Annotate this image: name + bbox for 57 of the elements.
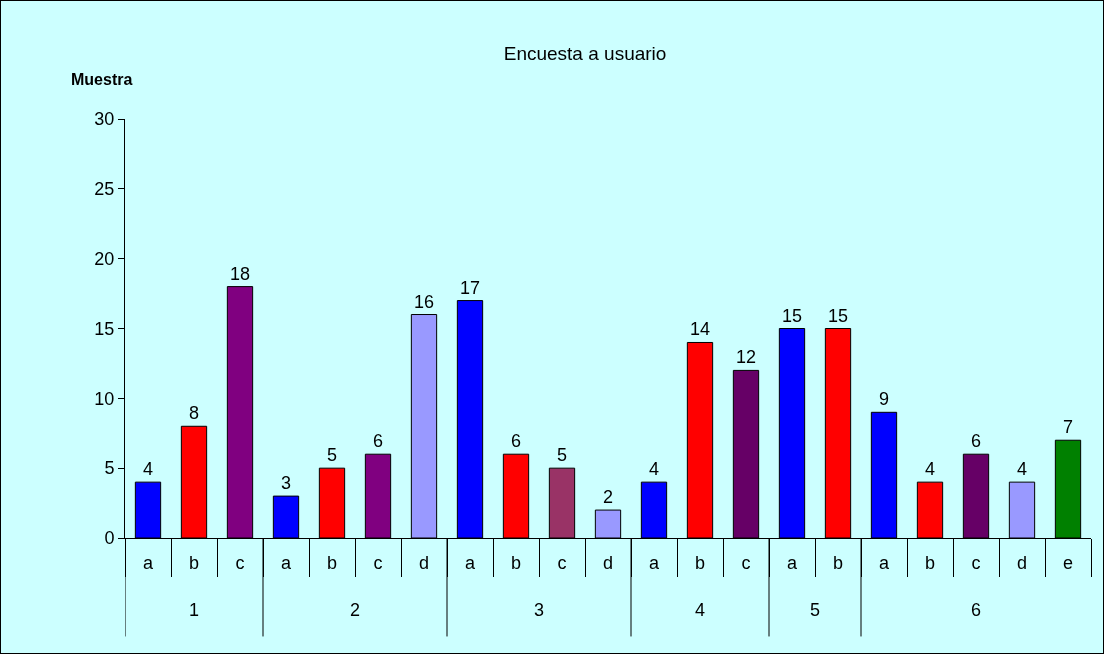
text: 6 bbox=[971, 600, 982, 620]
x-tick-label: d bbox=[418, 552, 430, 573]
x-tick-label: b bbox=[832, 552, 844, 573]
data-label: 15 bbox=[781, 305, 803, 326]
chart-title: Encuesta a usuario bbox=[503, 42, 667, 64]
x-tick-label: b bbox=[188, 552, 200, 573]
x-tick-label: a bbox=[648, 552, 660, 573]
data-label: 16 bbox=[413, 291, 435, 312]
x-tick-label: c bbox=[235, 552, 245, 573]
text: 3 bbox=[534, 600, 545, 620]
text: 5 bbox=[810, 600, 821, 620]
y-tick-label: 20 bbox=[94, 248, 115, 269]
data-label: 4 bbox=[1016, 459, 1028, 480]
data-label: 15 bbox=[827, 305, 849, 326]
data-label: 3 bbox=[280, 473, 292, 494]
y-tick-label: 10 bbox=[94, 388, 115, 409]
x-tick-label: b bbox=[694, 552, 706, 573]
data-label: 6 bbox=[510, 431, 522, 452]
data-label: 4 bbox=[648, 459, 660, 480]
data-label: 6 bbox=[970, 431, 982, 452]
data-label: 12 bbox=[735, 347, 757, 368]
data-label: 6 bbox=[372, 431, 384, 452]
text: 1 bbox=[189, 600, 200, 620]
y-tick-label: 0 bbox=[104, 528, 115, 549]
data-label: 4 bbox=[924, 459, 936, 480]
x-tick-label: b bbox=[510, 552, 522, 573]
x-tick-label: b bbox=[924, 552, 936, 573]
text: 4 bbox=[695, 600, 706, 620]
data-label: 18 bbox=[229, 263, 251, 284]
x-tick-label: c bbox=[557, 552, 567, 573]
y-tick-label: 25 bbox=[94, 179, 115, 200]
x-tick-label: c bbox=[373, 552, 383, 573]
data-label: 5 bbox=[556, 445, 568, 466]
x-tick-label: a bbox=[786, 552, 798, 573]
x-tick-label: c bbox=[971, 552, 981, 573]
data-label: 2 bbox=[602, 487, 614, 508]
x-tick-label: d bbox=[602, 552, 614, 573]
x-tick-label: a bbox=[280, 552, 292, 573]
x-tick-label: a bbox=[142, 552, 154, 573]
y-tick-label: 30 bbox=[94, 109, 115, 130]
data-label: 7 bbox=[1062, 417, 1074, 438]
y-tick-label: 15 bbox=[94, 318, 115, 339]
y-tick-label: 5 bbox=[104, 458, 115, 479]
data-label: 4 bbox=[142, 459, 154, 480]
y-axis-title: Muestra bbox=[71, 71, 133, 88]
text: 2 bbox=[350, 600, 361, 620]
x-tick-label: d bbox=[1016, 552, 1028, 573]
x-tick-label: a bbox=[464, 552, 476, 573]
x-tick-label: b bbox=[326, 552, 338, 573]
x-tick-label: a bbox=[878, 552, 890, 573]
data-label: 14 bbox=[689, 319, 711, 340]
x-tick-label: c bbox=[741, 552, 751, 573]
x-tick-label: e bbox=[1062, 552, 1074, 573]
data-label: 17 bbox=[459, 277, 481, 298]
data-label: 5 bbox=[326, 445, 338, 466]
data-label: 9 bbox=[878, 389, 890, 410]
data-label: 8 bbox=[188, 403, 200, 424]
